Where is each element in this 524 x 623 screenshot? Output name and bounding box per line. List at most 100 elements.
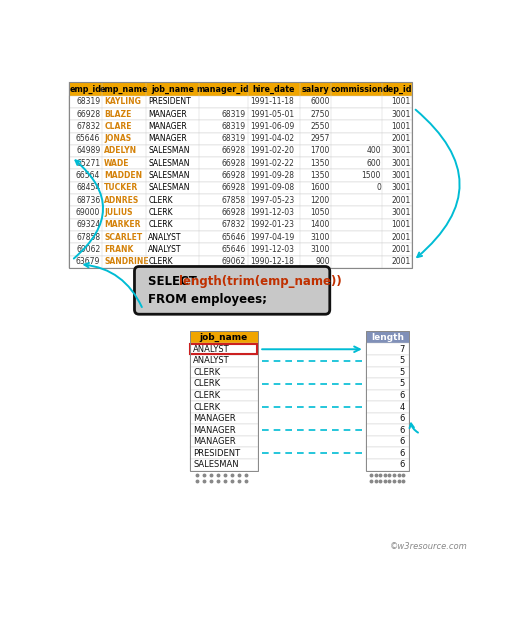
Text: MANAGER: MANAGER (193, 437, 236, 446)
Bar (190, 355, 258, 366)
Bar (69, 219, 412, 231)
Text: 68319: 68319 (222, 122, 246, 131)
Bar (366, 378, 409, 390)
Text: MANAGER: MANAGER (193, 426, 236, 435)
Text: 66928: 66928 (222, 183, 246, 193)
Text: 1991-12-03: 1991-12-03 (250, 208, 294, 217)
Text: MADDEN: MADDEN (104, 171, 143, 180)
Text: TUCKER: TUCKER (104, 183, 138, 193)
Text: ADELYN: ADELYN (104, 146, 137, 156)
Text: 67858: 67858 (77, 233, 101, 242)
Text: 68319: 68319 (77, 97, 101, 106)
Text: 67858: 67858 (222, 196, 246, 205)
Text: 65271: 65271 (77, 159, 101, 168)
Text: ©w3resource.com: ©w3resource.com (390, 541, 468, 551)
Bar (190, 436, 258, 447)
Text: length: length (371, 333, 404, 342)
Bar (69, 206, 412, 219)
Text: length(trim(emp_name)): length(trim(emp_name)) (179, 275, 342, 288)
Text: CLARE: CLARE (104, 122, 132, 131)
Text: JULIUS: JULIUS (104, 208, 133, 217)
Text: SALESMAN: SALESMAN (148, 183, 190, 193)
Bar (366, 331, 409, 470)
Text: MANAGER: MANAGER (148, 134, 187, 143)
Text: dep_id: dep_id (383, 85, 412, 93)
Text: 3001: 3001 (391, 208, 410, 217)
Text: 67832: 67832 (77, 122, 101, 131)
Bar (69, 255, 412, 268)
Text: 68454: 68454 (76, 183, 101, 193)
Bar (190, 378, 258, 390)
Text: 2001: 2001 (391, 257, 410, 267)
Text: 1991-12-03: 1991-12-03 (250, 245, 294, 254)
Bar (69, 182, 412, 194)
Bar (69, 145, 412, 157)
Text: 3001: 3001 (391, 110, 410, 118)
Text: 67832: 67832 (222, 221, 246, 229)
Text: MANAGER: MANAGER (193, 414, 236, 423)
Text: 1200: 1200 (311, 196, 330, 205)
Text: 64989: 64989 (76, 146, 101, 156)
Text: CLERK: CLERK (193, 391, 221, 400)
Text: 1991-09-28: 1991-09-28 (250, 171, 294, 180)
Text: 6: 6 (400, 460, 405, 469)
Bar (69, 194, 412, 206)
Text: 600: 600 (366, 159, 381, 168)
Bar (366, 366, 409, 378)
FancyArrowPatch shape (74, 160, 103, 259)
Bar (190, 345, 257, 354)
Text: 69324: 69324 (76, 221, 101, 229)
Text: MANAGER: MANAGER (148, 110, 187, 118)
Text: MARKER: MARKER (104, 221, 141, 229)
Text: 3100: 3100 (310, 245, 330, 254)
Text: 1991-09-08: 1991-09-08 (250, 183, 294, 193)
Text: 5: 5 (400, 356, 405, 365)
Bar (190, 331, 258, 470)
Bar (366, 401, 409, 413)
Text: job_name: job_name (200, 333, 248, 342)
Text: 4: 4 (400, 402, 405, 412)
Text: 66928: 66928 (222, 171, 246, 180)
Text: WADE: WADE (104, 159, 130, 168)
Text: 65646: 65646 (222, 233, 246, 242)
Text: 6000: 6000 (310, 97, 330, 106)
Text: 3001: 3001 (391, 146, 410, 156)
Text: 2001: 2001 (391, 245, 410, 254)
Bar (366, 413, 409, 424)
Text: 1400: 1400 (310, 221, 330, 229)
Text: salary: salary (302, 85, 330, 93)
Text: 6: 6 (400, 391, 405, 400)
Bar (190, 424, 258, 436)
Text: 1991-05-01: 1991-05-01 (250, 110, 294, 118)
Bar (190, 447, 258, 459)
Text: 69062: 69062 (76, 245, 101, 254)
Text: MANAGER: MANAGER (148, 122, 187, 131)
Text: 68736: 68736 (76, 196, 101, 205)
Text: SELECT: SELECT (148, 275, 201, 288)
Text: CLERK: CLERK (193, 402, 221, 412)
Bar (190, 366, 258, 378)
Text: 1001: 1001 (391, 122, 410, 131)
Text: KAYLING: KAYLING (104, 97, 141, 106)
Bar (69, 157, 412, 169)
Bar (190, 343, 258, 355)
Text: 69062: 69062 (222, 257, 246, 267)
Text: commission: commission (331, 85, 384, 93)
Text: 1350: 1350 (310, 159, 330, 168)
Bar (69, 133, 412, 145)
Text: 2750: 2750 (310, 110, 330, 118)
Text: 1991-02-20: 1991-02-20 (250, 146, 294, 156)
Text: 2001: 2001 (391, 196, 410, 205)
Text: 3001: 3001 (391, 171, 410, 180)
Text: 400: 400 (366, 146, 381, 156)
Text: 3001: 3001 (391, 183, 410, 193)
Text: 6: 6 (400, 414, 405, 423)
Bar (69, 95, 412, 108)
Text: 1991-11-18: 1991-11-18 (250, 97, 293, 106)
Text: SANDRINE: SANDRINE (104, 257, 149, 267)
Bar (190, 390, 258, 401)
Bar (69, 120, 412, 133)
Text: 900: 900 (315, 257, 330, 267)
Text: 1500: 1500 (362, 171, 381, 180)
Text: 1050: 1050 (310, 208, 330, 217)
